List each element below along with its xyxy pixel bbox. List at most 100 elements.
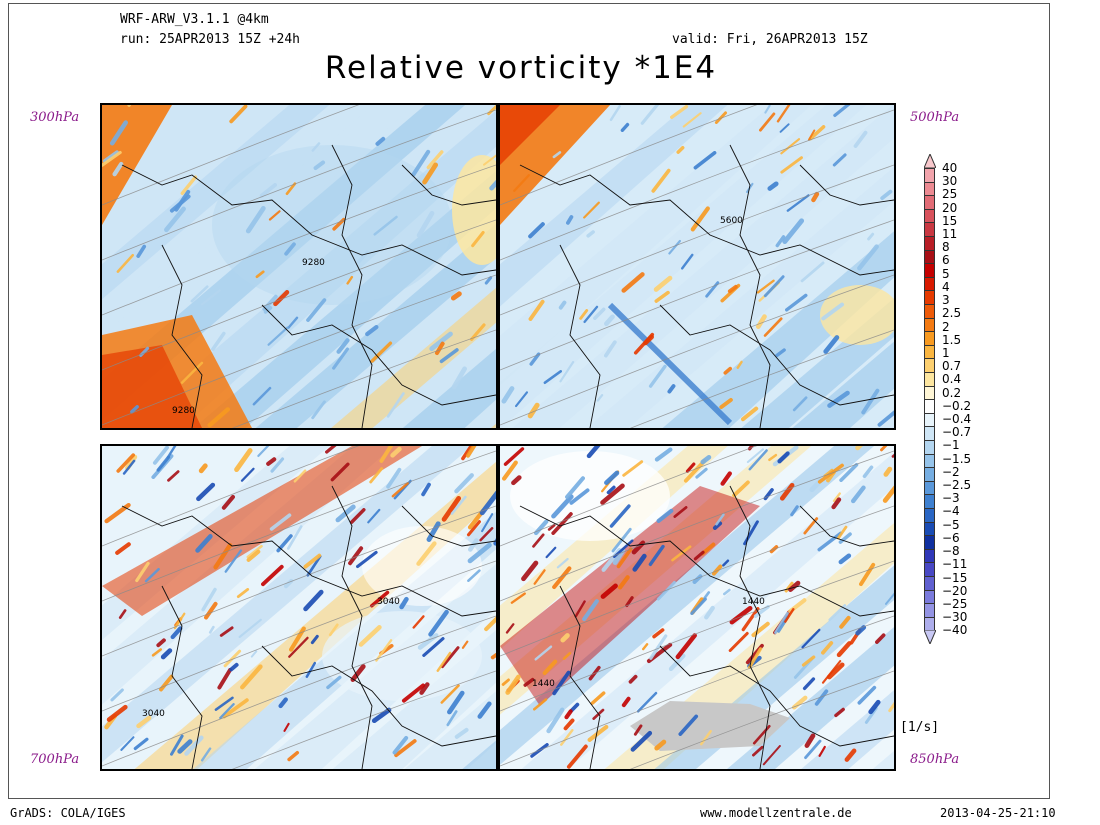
legend-swatch (924, 576, 935, 590)
legend-swatch (924, 589, 935, 604)
legend-swatch (924, 344, 935, 359)
legend-tick-label: 0.4 (942, 372, 962, 387)
footer-software: GrADS: COLA/IGES (10, 806, 126, 820)
legend-swatch (924, 358, 935, 372)
legend-swatch (924, 508, 935, 522)
vorticity-field-map: 3040 3040 (102, 446, 496, 769)
legend-tick-label: −20 (942, 583, 968, 598)
vorticity-field-map: 5600 (500, 105, 894, 428)
legend-tick-label: −3 (942, 491, 960, 506)
level-label-850: 850hPa (910, 752, 960, 767)
legend-tick-label: −5 (942, 517, 960, 532)
legend-tick-label: 30 (942, 174, 958, 189)
level-label-500: 500hPa (910, 110, 960, 125)
legend-swatch (924, 168, 935, 182)
chart-title: Relative vorticity *1E4 (324, 50, 718, 86)
legend-swatch (924, 535, 935, 549)
panel-850hpa: 1440 1440 (498, 444, 896, 771)
legend-tick-label: −0.4 (942, 412, 972, 427)
legend-tick-label: 4 (942, 279, 950, 294)
legend-swatch (924, 249, 935, 264)
legend-swatch (924, 603, 935, 617)
legend-tick-label: 25 (942, 187, 958, 202)
legend-swatch (924, 263, 935, 277)
legend-swatch (924, 399, 935, 413)
contour-label: 5600 (720, 216, 743, 226)
legend-swatch (924, 331, 935, 345)
panel-grid: 9280 9280 5600 3040 3040 1440 1440 (100, 103, 900, 771)
level-label-700: 700hPa (30, 752, 80, 767)
model-label: WRF-ARW_V3.1.1 @4km (120, 12, 269, 27)
legend-swatch (924, 276, 935, 291)
contour-label: 1440 (742, 597, 765, 607)
legend-tick-label: −0.7 (942, 425, 972, 440)
legend-tick-label: 2 (942, 319, 950, 334)
legend-tick-label: −8 (942, 544, 960, 559)
footer-timestamp: 2013-04-25-21:10 (940, 806, 1056, 820)
legend-tick-label: 11 (942, 227, 958, 242)
vorticity-field-map: 1440 1440 (500, 446, 894, 769)
legend-tick-label: −6 (942, 530, 960, 545)
legend-tick-label: −1 (942, 438, 960, 453)
legend-swatch (924, 290, 935, 304)
legend-swatch (924, 480, 935, 495)
legend-tick-label: −0.2 (942, 398, 972, 413)
legend-tick-label: 1.5 (942, 332, 962, 347)
legend-swatch (924, 521, 935, 536)
legend-swatch (924, 562, 935, 576)
legend-swatch (924, 317, 935, 332)
legend-tick-label: −2 (942, 464, 960, 479)
legend-swatch (924, 208, 935, 223)
legend-tick-label: −15 (942, 570, 968, 585)
legend-tick-label: −2.5 (942, 478, 972, 493)
legend-swatch (924, 372, 935, 386)
legend-swatch (924, 467, 935, 481)
legend-tick-label: −1.5 (942, 451, 972, 466)
legend-tick-label: 15 (942, 213, 958, 228)
legend-swatch (924, 412, 935, 427)
legend-swatch (924, 195, 935, 209)
legend-swatch (924, 548, 935, 563)
panel-300hpa: 9280 9280 (100, 103, 498, 430)
vorticity-field-map: 9280 9280 (102, 105, 496, 428)
legend-tick-label: 0.2 (942, 385, 962, 400)
color-legend: 40 30 25 20 15 11 8 6 5 4 3 2.5 2 1.5 1 0.7 0.4 0.2 −0.2 −0… (924, 154, 984, 684)
contour-label: 3040 (142, 709, 165, 719)
legend-swatch (924, 494, 935, 508)
valid-time-label: valid: Fri, 26APR2013 15Z (672, 32, 868, 47)
panel-700hpa: 3040 3040 (100, 444, 498, 771)
legend-tick-label: −11 (942, 557, 968, 572)
level-label-300: 300hPa (30, 110, 80, 125)
legend-tick-label: 20 (942, 200, 958, 215)
legend-top-arrow (924, 154, 936, 168)
legend-swatch (924, 426, 935, 440)
legend-swatch (924, 304, 935, 318)
legend-bottom-arrow (924, 630, 936, 645)
legend-swatch (924, 236, 935, 250)
legend-tick-label: 40 (942, 161, 958, 175)
contour-label: 9280 (172, 406, 195, 416)
legend-swatch (924, 440, 935, 454)
contour-label: 9280 (302, 258, 325, 268)
legend-swatch (924, 385, 935, 400)
contour-label: 3040 (377, 597, 400, 607)
run-time-label: run: 25APR2013 15Z +24h (120, 32, 301, 47)
legend-tick-label: 1 (942, 345, 950, 360)
legend-swatch (924, 453, 935, 468)
legend-tick-label: −30 (942, 610, 968, 625)
plot-frame (8, 3, 1050, 799)
panel-500hpa: 5600 (498, 103, 896, 430)
legend-tick-label: 2.5 (942, 306, 962, 321)
legend-tick-label: 3 (942, 293, 950, 308)
legend-swatch (924, 616, 935, 631)
contour-label: 1440 (532, 679, 555, 689)
legend-tick-label: 0.7 (942, 359, 962, 374)
legend-tick-label: −4 (942, 504, 960, 519)
legend-tick-label: −40 (942, 623, 968, 638)
legend-swatch (924, 181, 935, 196)
unit-label: [1/s] (900, 720, 940, 735)
legend-swatch (924, 222, 935, 236)
legend-tick-label: 5 (942, 266, 950, 281)
legend-tick-label: 6 (942, 253, 950, 268)
legend-tick-label: 8 (942, 240, 950, 255)
